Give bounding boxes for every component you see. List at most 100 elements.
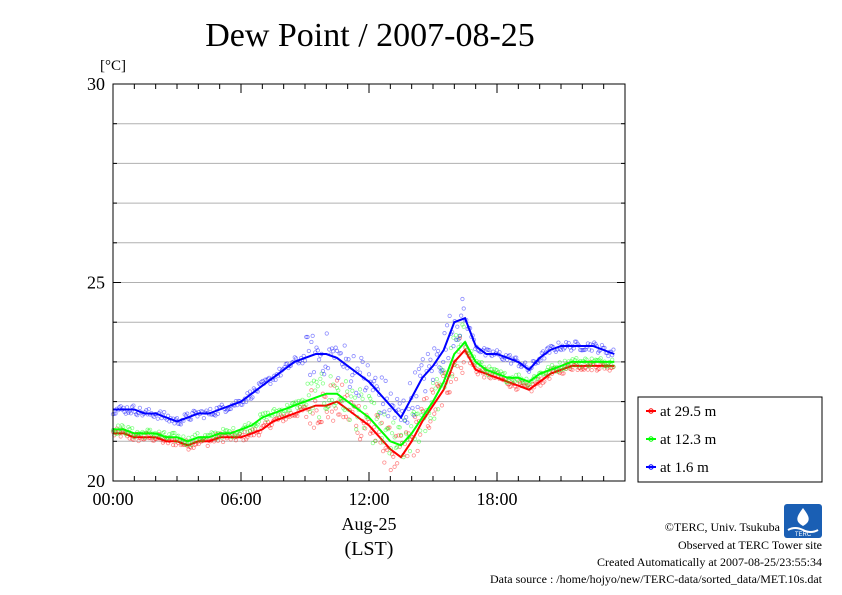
data-point: [388, 467, 393, 473]
data-point: [259, 379, 264, 384]
data-point: [228, 406, 233, 412]
data-point: [355, 366, 360, 371]
data-point: [192, 432, 198, 437]
data-point: [418, 432, 423, 437]
data-point: [331, 418, 336, 423]
data-point: [237, 431, 242, 436]
data-point: [425, 351, 430, 357]
data-point: [328, 383, 333, 388]
data-point: [314, 408, 319, 413]
data-point: [169, 431, 174, 436]
data-point: [373, 438, 378, 444]
data-point: [187, 417, 192, 422]
created-text: Created Automatically at 2007-08-25/23:5…: [597, 555, 822, 569]
data-point: [122, 430, 127, 435]
data-point: [377, 410, 382, 415]
data-point: [323, 364, 328, 369]
data-point: [589, 368, 594, 373]
data-point: [542, 356, 547, 361]
series-3: [110, 296, 616, 427]
data-point: [411, 409, 416, 415]
data-point: [311, 425, 317, 430]
y-tick-label: 25: [87, 273, 105, 293]
data-point: [402, 417, 407, 423]
data-point: [392, 415, 397, 420]
data-point: [479, 360, 484, 365]
data-point: [514, 355, 519, 360]
data-point: [223, 428, 228, 433]
data-point: [512, 355, 518, 360]
data-point: [401, 455, 406, 460]
data-point: [516, 372, 521, 377]
data-point: [596, 367, 601, 372]
data-point: [402, 418, 407, 423]
data-point: [113, 411, 118, 416]
data-point: [598, 356, 603, 361]
data-point: [525, 383, 530, 388]
data-point: [278, 412, 283, 417]
data-point: [241, 438, 246, 443]
data-point: [488, 376, 493, 381]
data-point: [229, 435, 235, 440]
data-point: [406, 434, 411, 440]
data-point: [227, 406, 232, 412]
data-point: [180, 440, 185, 445]
data-point: [336, 375, 341, 381]
data-point: [338, 398, 343, 403]
data-point: [250, 395, 255, 400]
data-point: [200, 438, 205, 443]
data-point: [188, 417, 194, 422]
data-point: [547, 371, 552, 376]
data-point: [346, 417, 351, 422]
data-point: [561, 347, 566, 352]
data-point: [172, 421, 177, 426]
data-point: [142, 435, 148, 440]
data-point: [192, 409, 198, 414]
data-point: [160, 430, 166, 436]
data-point: [116, 423, 121, 428]
data-point: [245, 391, 250, 396]
data-point: [250, 427, 255, 432]
data-point: [379, 375, 384, 380]
chart-title: Dew Point / 2007-08-25: [205, 17, 535, 54]
data-point: [183, 413, 189, 418]
data-point: [438, 366, 443, 371]
data-point: [338, 351, 343, 356]
data-point: [258, 412, 263, 417]
data-point: [315, 421, 320, 426]
data-point: [255, 422, 260, 427]
data-point: [324, 406, 329, 411]
data-point: [475, 372, 480, 377]
data-point: [273, 377, 278, 382]
data-point: [388, 446, 393, 451]
data-point: [498, 369, 503, 374]
data-point: [244, 399, 249, 404]
data-point: [581, 347, 587, 353]
data-point: [337, 397, 342, 402]
data-point: [546, 364, 551, 370]
data-point: [251, 386, 256, 391]
data-point: [201, 415, 206, 421]
series-1: [110, 335, 616, 473]
data-point: [268, 425, 273, 431]
data-point: [520, 380, 525, 385]
data-point: [291, 400, 296, 405]
data-point: [333, 345, 338, 350]
data-point: [427, 411, 432, 416]
data-point: [354, 390, 359, 395]
data-point: [406, 406, 411, 412]
data-point: [130, 404, 135, 409]
data-point: [457, 335, 462, 341]
data-point: [263, 420, 268, 425]
data-point: [347, 384, 352, 390]
data-point: [418, 428, 423, 433]
data-point: [521, 380, 526, 386]
data-point: [322, 372, 327, 377]
data-point: [430, 377, 436, 382]
data-point: [292, 355, 297, 360]
data-point: [375, 414, 381, 419]
data-point: [231, 425, 236, 431]
data-point: [391, 420, 396, 425]
data-point: [382, 409, 387, 414]
data-point: [310, 411, 315, 416]
